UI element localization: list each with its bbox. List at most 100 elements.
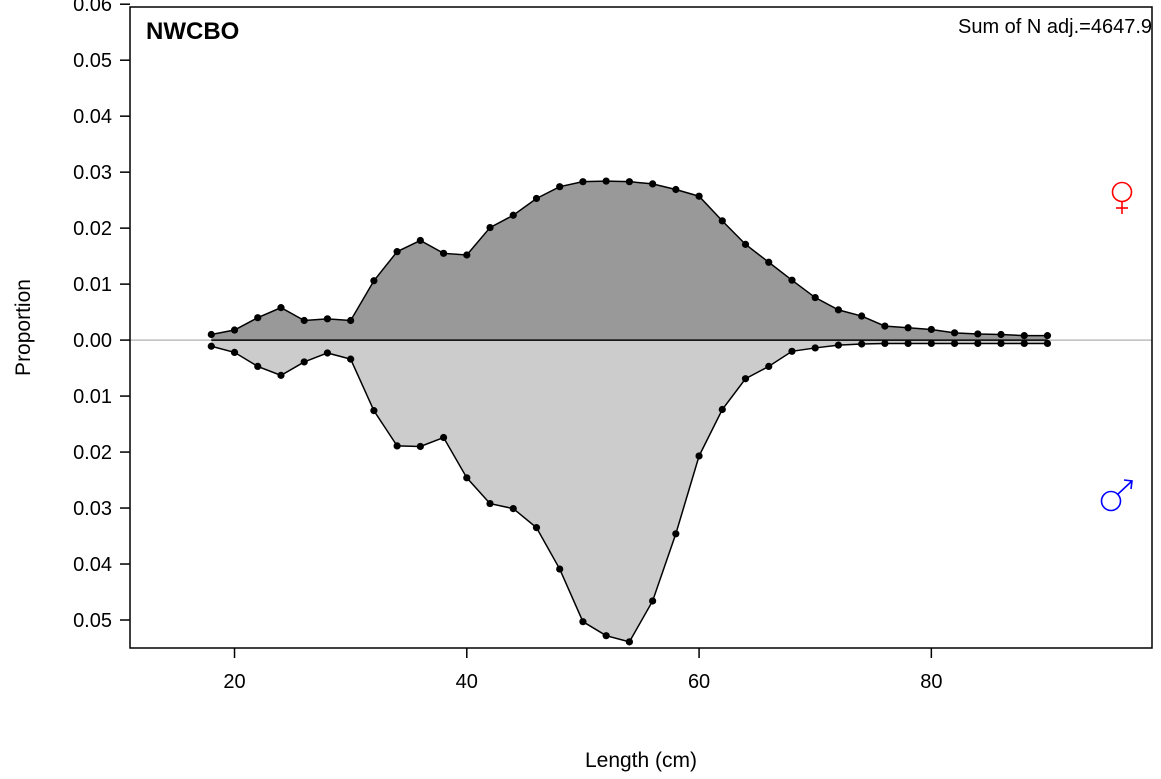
female-symbol-circle (1111, 181, 1133, 203)
female-point (765, 258, 773, 266)
y-tick-label: 0.00 (73, 330, 112, 352)
female-point (579, 178, 587, 186)
male-point (788, 347, 796, 355)
male-point (649, 597, 657, 605)
female-symbol-icon (1111, 181, 1133, 214)
female-point (509, 211, 517, 219)
female-point (532, 194, 541, 203)
female-point (556, 183, 564, 191)
male-point (1043, 339, 1052, 348)
male-point (579, 618, 587, 626)
female-point (1043, 332, 1052, 340)
male-point (741, 375, 750, 383)
series-areas (211, 181, 1048, 642)
female-point (788, 276, 796, 284)
male-point (765, 362, 773, 371)
y-tick-label: 0.01 (73, 386, 112, 408)
x-axis: 20 40 60 80 (223, 648, 942, 693)
male-point (532, 524, 541, 532)
female-point (277, 304, 285, 312)
x-tick-label: 40 (456, 671, 478, 693)
male-point (300, 358, 308, 366)
male-point (207, 342, 215, 350)
x-tick-label: 60 (688, 671, 710, 693)
male-point (950, 339, 959, 348)
female-point (416, 236, 424, 245)
female-point (695, 192, 703, 200)
female-point (811, 293, 819, 302)
female-point (997, 330, 1005, 339)
female-point (323, 315, 332, 323)
x-tick-label: 80 (920, 671, 942, 693)
y-tick-label: 0.03 (73, 498, 112, 520)
female-point (718, 217, 726, 225)
male-point (347, 355, 355, 363)
male-symbol-shaft (1117, 480, 1133, 495)
y-tick-label: 0.05 (73, 50, 112, 72)
male-point (858, 340, 866, 348)
female-point (904, 324, 912, 332)
female-point (347, 316, 355, 325)
male-point (277, 371, 285, 379)
female-point (950, 329, 959, 337)
series-points (207, 177, 1052, 646)
x-axis-title: Length (cm) (585, 749, 697, 772)
male-point (974, 339, 982, 348)
y-tick-label: 0.04 (73, 106, 112, 128)
female-point (393, 248, 401, 256)
male-point (230, 348, 239, 357)
male-point (393, 442, 401, 450)
male-point (672, 530, 680, 538)
female-point (463, 251, 471, 259)
female-point (672, 185, 680, 194)
female-point (207, 330, 215, 339)
female-point (1020, 332, 1028, 340)
female-point (858, 312, 866, 320)
male-point (625, 638, 633, 646)
male-symbol-icon (1100, 479, 1133, 512)
male-point (254, 362, 262, 371)
female-point (834, 306, 843, 314)
y-tick-label: 0.06 (73, 0, 112, 16)
male-point (718, 405, 726, 414)
male-point (370, 407, 378, 415)
male-point (463, 474, 471, 482)
male-point (323, 349, 332, 357)
male-point (904, 339, 912, 348)
male-point (695, 452, 703, 460)
male-point (439, 433, 448, 442)
male-point (486, 499, 494, 508)
female-point (439, 249, 448, 257)
y-tick-label: 0.04 (73, 554, 112, 576)
x-tick-label: 20 (223, 671, 245, 693)
female-area (211, 181, 1048, 341)
male-point (416, 442, 424, 451)
male-symbol-arrowhead (1123, 479, 1133, 490)
female-point (254, 314, 262, 322)
male-point (881, 339, 889, 348)
male-point (509, 505, 517, 513)
female-point (881, 322, 889, 330)
female-point (649, 180, 657, 188)
female-point (625, 178, 633, 186)
male-point (1020, 339, 1028, 348)
chart-title: NWCBO (146, 18, 239, 45)
male-area (211, 340, 1048, 642)
male-point (602, 632, 610, 640)
female-point (486, 223, 494, 232)
female-point (230, 326, 239, 334)
y-tick-label: 0.01 (73, 274, 112, 296)
male-point (997, 339, 1005, 348)
male-point (834, 341, 843, 349)
female-point (974, 330, 982, 338)
female-point (602, 177, 610, 185)
female-point (370, 277, 378, 285)
y-tick-label: 0.05 (73, 610, 112, 632)
male-point (811, 344, 819, 352)
female-point (927, 325, 935, 334)
y-tick-label: 0.03 (73, 162, 112, 184)
sum-annotation: Sum of N adj.=4647.9 (958, 16, 1152, 38)
male-point (927, 339, 935, 348)
male-point (556, 565, 564, 573)
